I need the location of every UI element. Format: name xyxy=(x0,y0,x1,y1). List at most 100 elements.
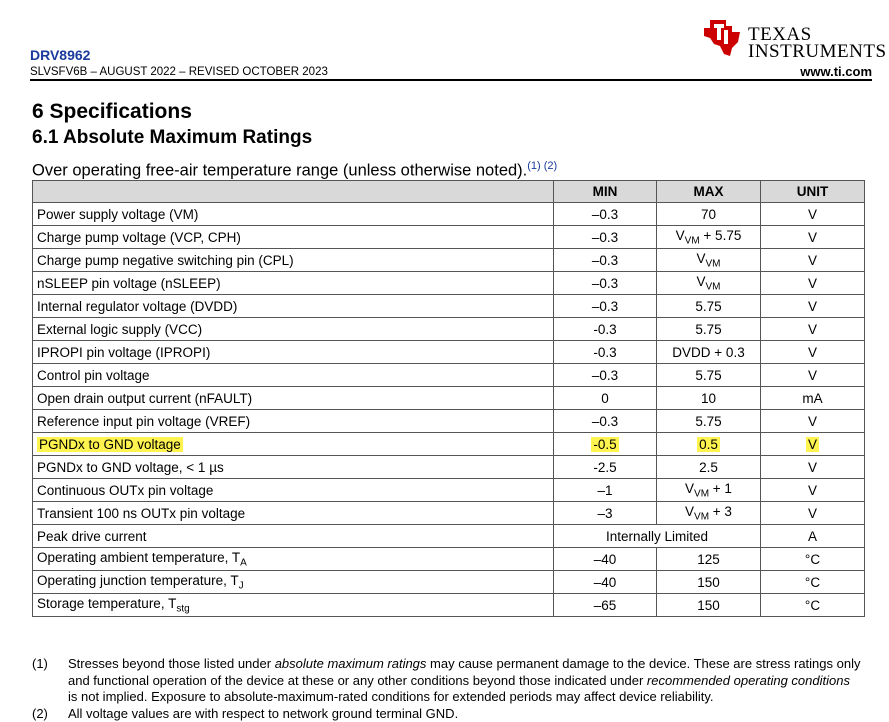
header-divider xyxy=(30,79,872,81)
unit-cell: V xyxy=(761,502,865,525)
header-param xyxy=(33,181,554,203)
subsection-title: 6.1 Absolute Maximum Ratings xyxy=(32,127,312,149)
unit-cell: V xyxy=(761,295,865,318)
param-cell: PGNDx to GND voltage, < 1 µs xyxy=(33,456,554,479)
max-cell: 10 xyxy=(657,387,761,410)
max-cell: VVM + 3 xyxy=(657,502,761,525)
header-unit: UNIT xyxy=(761,181,865,203)
param-cell: Reference input pin voltage (VREF) xyxy=(33,410,554,433)
min-cell: –0.3 xyxy=(554,272,657,295)
max-cell: 5.75 xyxy=(657,364,761,387)
unit-cell: A xyxy=(761,525,865,548)
part-number-link[interactable]: DRV8962 xyxy=(30,47,90,63)
min-cell: –65 xyxy=(554,594,657,617)
param-cell: Control pin voltage xyxy=(33,364,554,387)
min-cell: –0.3 xyxy=(554,410,657,433)
max-cell: VVM + 1 xyxy=(657,479,761,502)
absolute-maximum-ratings-table: MIN MAX UNIT Power supply voltage (VM)–0… xyxy=(32,180,865,617)
param-cell: Internal regulator voltage (DVDD) xyxy=(33,295,554,318)
unit-cell: V xyxy=(761,433,865,456)
logo-text-instruments: INSTRUMENTS xyxy=(748,41,887,63)
param-cell: Open drain output current (nFAULT) xyxy=(33,387,554,410)
max-subscript: VM xyxy=(706,281,721,292)
unit-cell: V xyxy=(761,456,865,479)
unit-cell: V xyxy=(761,318,865,341)
min-cell: –3 xyxy=(554,502,657,525)
footnote-refs[interactable]: (1) (2) xyxy=(527,160,557,172)
min-cell: –0.3 xyxy=(554,295,657,318)
min-cell: –0.3 xyxy=(554,249,657,272)
section-title: 6 Specifications xyxy=(32,100,192,124)
highlight-mark: 0.5 xyxy=(697,437,720,452)
footnote-text: absolute maximum ratings xyxy=(275,656,427,671)
min-cell: –0.3 xyxy=(554,226,657,249)
min-cell: -0.5 xyxy=(554,433,657,456)
min-cell: –0.3 xyxy=(554,203,657,226)
min-cell: –40 xyxy=(554,571,657,594)
max-subscript: VM xyxy=(694,511,709,522)
document-id: SLVSFV6B – AUGUST 2022 – REVISED OCTOBER… xyxy=(30,66,328,78)
min-cell: –40 xyxy=(554,548,657,571)
param-cell: nSLEEP pin voltage (nSLEEP) xyxy=(33,272,554,295)
param-cell: Transient 100 ns OUTx pin voltage xyxy=(33,502,554,525)
max-cell: 125 xyxy=(657,548,761,571)
max-subscript: VM xyxy=(694,488,709,499)
max-cell: 0.5 xyxy=(657,433,761,456)
unit-cell: V xyxy=(761,203,865,226)
highlight-mark: V xyxy=(806,437,819,452)
footnote-number: (1) xyxy=(32,656,48,673)
intro-text: Over operating free-air temperature rang… xyxy=(32,160,557,181)
highlight-mark: -0.5 xyxy=(591,437,618,452)
ti-logo[interactable]: TEXAS INSTRUMENTS xyxy=(702,18,872,62)
param-cell: Charge pump voltage (VCP, CPH) xyxy=(33,226,554,249)
unit-cell: °C xyxy=(761,594,865,617)
table-row: Charge pump negative switching pin (CPL)… xyxy=(33,249,865,272)
param-cell: Charge pump negative switching pin (CPL) xyxy=(33,249,554,272)
footnote: (1)Stresses beyond those listed under ab… xyxy=(32,656,862,706)
max-subscript: VM xyxy=(685,235,700,246)
ti-logo-icon xyxy=(702,18,746,58)
param-cell: Operating junction temperature, TJ xyxy=(33,571,554,594)
max-cell: 70 xyxy=(657,203,761,226)
param-cell: External logic supply (VCC) xyxy=(33,318,554,341)
unit-cell: mA xyxy=(761,387,865,410)
website-link[interactable]: www.ti.com xyxy=(800,64,872,79)
param-cell: Power supply voltage (VM) xyxy=(33,203,554,226)
param-subscript: J xyxy=(239,580,244,591)
min-cell: –0.3 xyxy=(554,364,657,387)
footnote-text: recommended operating conditions xyxy=(647,673,850,688)
header-max: MAX xyxy=(657,181,761,203)
max-subscript: VM xyxy=(706,258,721,269)
unit-cell: V xyxy=(761,249,865,272)
max-cell: VVM xyxy=(657,249,761,272)
unit-cell: V xyxy=(761,226,865,249)
max-cell: VVM + 5.75 xyxy=(657,226,761,249)
unit-cell: V xyxy=(761,272,865,295)
unit-cell: °C xyxy=(761,571,865,594)
unit-cell: V xyxy=(761,341,865,364)
min-cell: -2.5 xyxy=(554,456,657,479)
page-header: DRV8962 SLVSFV6B – AUGUST 2022 – REVISED… xyxy=(30,0,872,80)
max-cell: 2.5 xyxy=(657,456,761,479)
min-cell: –1 xyxy=(554,479,657,502)
param-cell: Storage temperature, Tstg xyxy=(33,594,554,617)
unit-cell: °C xyxy=(761,548,865,571)
min-max-cell: Internally Limited xyxy=(554,525,761,548)
table-header-row: MIN MAX UNIT xyxy=(33,181,865,203)
max-cell: 5.75 xyxy=(657,295,761,318)
max-cell: 5.75 xyxy=(657,318,761,341)
